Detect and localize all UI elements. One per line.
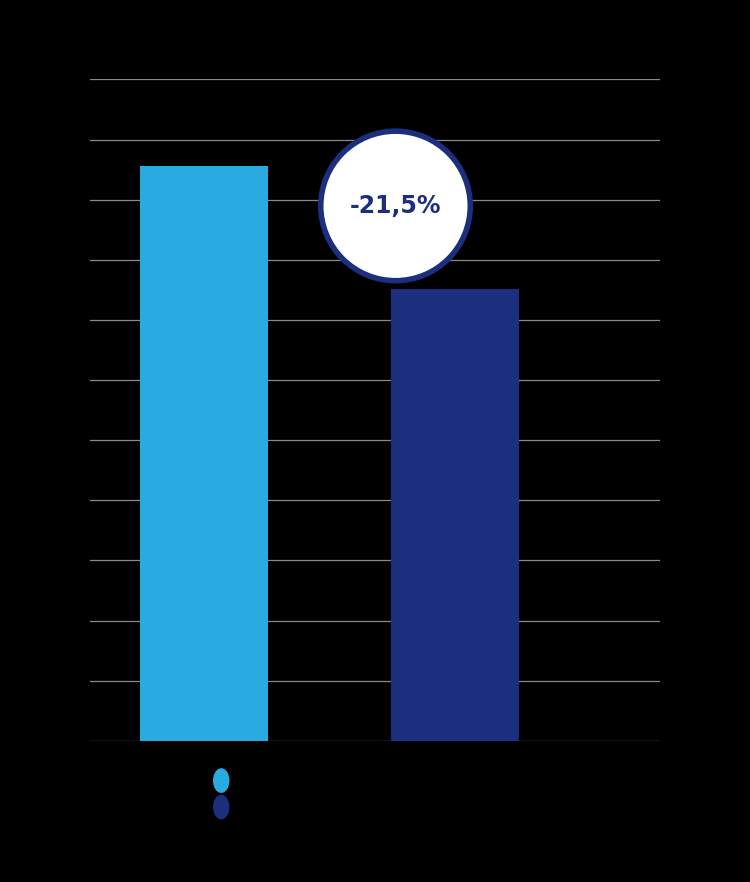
Text: -21,5%: -21,5%	[350, 194, 441, 218]
Bar	[140, 166, 268, 741]
Ellipse shape	[321, 131, 470, 280]
Bar	[391, 289, 519, 741]
